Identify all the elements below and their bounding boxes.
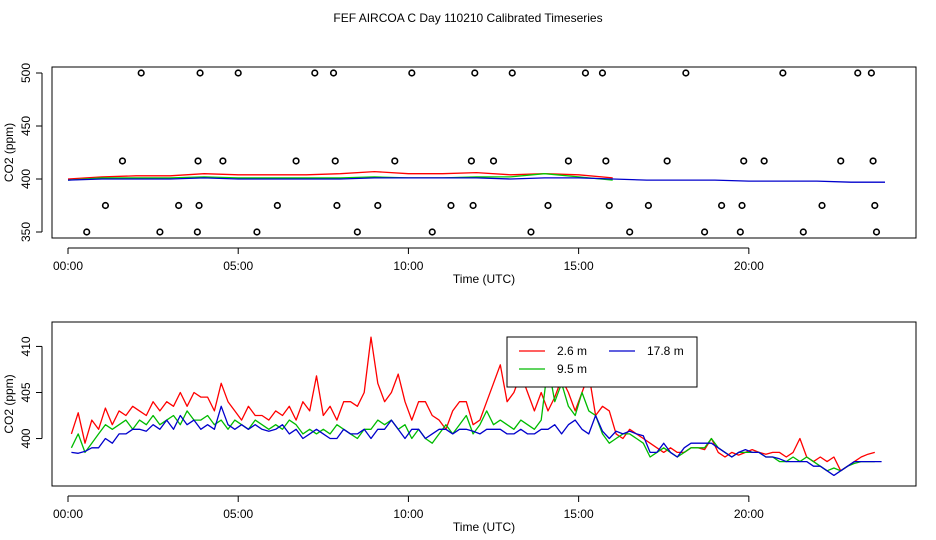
y-tick-label: 500 — [19, 63, 33, 83]
data-point — [83, 228, 91, 236]
data-point — [469, 201, 477, 210]
bottom-panel-co2-lines: 00:00 05:00 10:00 15:00 20:00 Time (UTC) 400 40… — [2, 321, 917, 534]
data-point — [818, 201, 826, 210]
data-point — [740, 157, 748, 165]
data-point — [871, 201, 879, 210]
data-point — [581, 69, 590, 77]
y-tick-label: 400 — [19, 169, 33, 189]
x-axis-label: Time (UTC) — [453, 520, 515, 534]
plot-frame — [51, 66, 917, 239]
top-panel-co2-scatter: 00:00 05:00 10:00 15:00 20:00 Time (UTC) 350 40… — [2, 63, 917, 286]
series-line-2-6-m — [70, 336, 875, 472]
x-tick-label: 15:00 — [564, 507, 594, 521]
data-point — [118, 157, 127, 165]
y-tick-label: 405 — [19, 382, 33, 402]
data-point — [717, 201, 726, 210]
flat-co2-line-0 — [67, 170, 613, 180]
y-axis-label: CO2 (ppm) — [2, 374, 16, 433]
data-point — [564, 157, 573, 165]
data-point — [867, 69, 875, 77]
data-point — [605, 201, 613, 210]
legend-label: 9.5 m — [557, 362, 587, 376]
y-axis-label: CO2 (ppm) — [2, 123, 16, 182]
data-point — [527, 228, 535, 236]
data-point — [234, 69, 242, 77]
data-point — [467, 157, 475, 165]
data-point — [700, 228, 709, 236]
y-tick-label: 350 — [19, 222, 33, 242]
data-point — [799, 228, 807, 236]
flat-co2-line-2 — [67, 177, 885, 183]
data-point — [391, 157, 399, 165]
data-point — [175, 201, 183, 210]
data-point — [544, 201, 552, 210]
data-point — [854, 69, 862, 77]
data-point — [329, 69, 338, 77]
data-point — [219, 157, 227, 165]
legend-box — [506, 336, 698, 388]
x-tick-label: 10:00 — [393, 259, 423, 273]
x-tick-label: 20:00 — [734, 507, 764, 521]
data-point — [408, 69, 416, 77]
data-point — [292, 157, 300, 165]
data-point — [602, 157, 610, 165]
data-point — [156, 228, 164, 236]
data-point — [508, 69, 516, 77]
legend-label: 17.8 m — [647, 344, 684, 358]
data-point — [869, 157, 877, 165]
data-point — [663, 157, 671, 165]
data-point — [779, 69, 787, 77]
data-point — [273, 201, 281, 210]
data-point — [353, 228, 361, 236]
figure-title: FEF AIRCOA C Day 110210 Calibrated Times… — [333, 11, 602, 25]
data-point — [101, 201, 110, 210]
flat-co2-line-1 — [67, 173, 613, 181]
x-tick-label: 05:00 — [223, 507, 253, 521]
x-tick-label: 10:00 — [393, 507, 423, 521]
data-point — [253, 228, 261, 236]
data-point — [193, 228, 201, 236]
y-tick-label: 450 — [19, 116, 33, 136]
data-point — [760, 157, 768, 165]
x-axis-label: Time (UTC) — [453, 272, 515, 286]
data-point — [447, 201, 455, 210]
data-point — [837, 157, 845, 165]
data-point — [196, 69, 204, 77]
x-tick-label: 15:00 — [564, 259, 594, 273]
data-point — [428, 228, 436, 236]
data-point — [682, 69, 690, 77]
data-point — [195, 201, 203, 210]
data-point — [489, 157, 498, 165]
data-point — [333, 201, 341, 210]
series-line-9-5-m — [70, 364, 875, 472]
data-point — [738, 201, 746, 210]
data-point — [194, 157, 202, 165]
x-tick-label: 00:00 — [53, 507, 83, 521]
data-point — [374, 201, 382, 210]
plot-frame — [51, 321, 917, 487]
legend-label: 2.6 m — [557, 344, 587, 358]
y-tick-label: 410 — [19, 336, 33, 356]
series-line-17-8-m — [71, 405, 882, 477]
data-point — [471, 69, 479, 77]
data-point — [311, 69, 319, 77]
y-tick-label: 400 — [19, 428, 33, 448]
x-tick-label: 00:00 — [53, 259, 83, 273]
data-point — [598, 69, 607, 77]
data-point — [872, 228, 881, 236]
data-point — [644, 201, 653, 210]
x-tick-label: 05:00 — [223, 259, 253, 273]
data-point — [736, 228, 744, 236]
data-point — [626, 228, 634, 236]
data-point — [137, 69, 145, 77]
data-point — [331, 157, 339, 165]
x-tick-label: 20:00 — [734, 259, 764, 273]
